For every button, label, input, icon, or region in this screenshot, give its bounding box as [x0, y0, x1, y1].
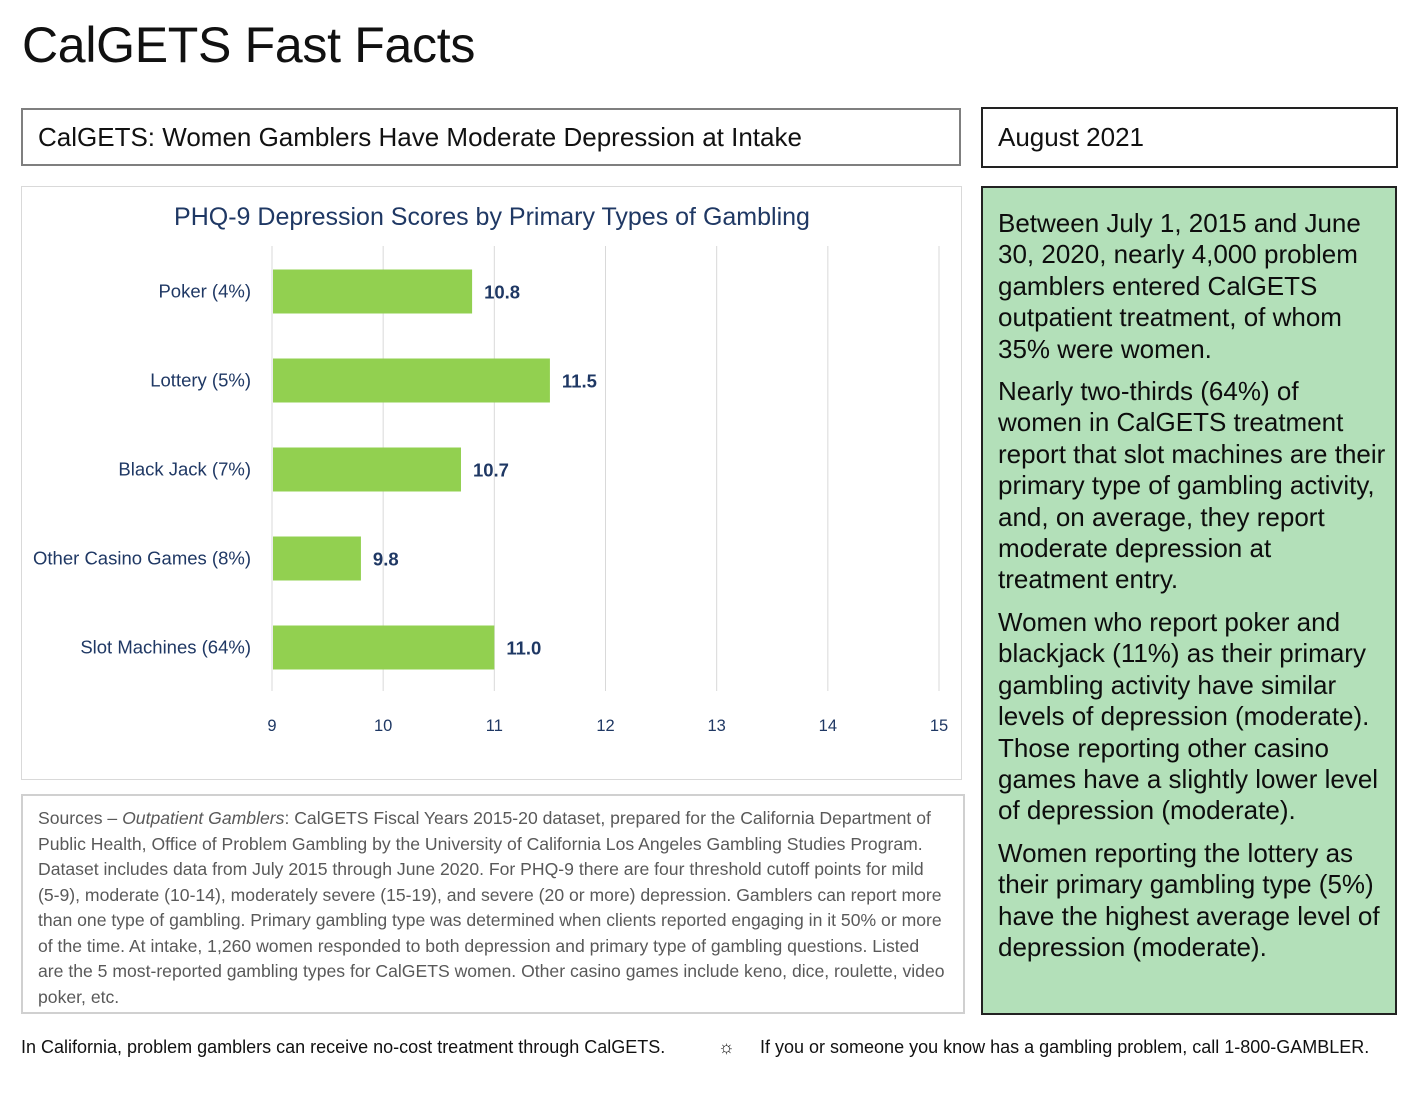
footer: In California, problem gamblers can rece…: [21, 1034, 1401, 1060]
bar: [273, 447, 461, 492]
chart-panel: PHQ-9 Depression Scores by Primary Types…: [21, 186, 962, 780]
category-label: Poker (4%): [158, 281, 251, 302]
x-tick-label: 14: [819, 717, 837, 735]
bar-chart: PHQ-9 Depression Scores by Primary Types…: [33, 203, 948, 735]
data-label: 11.5: [562, 371, 597, 392]
data-label: 10.7: [473, 460, 509, 481]
finding-paragraph: Women reporting the lottery as their pri…: [998, 837, 1380, 962]
x-tick-label: 15: [930, 717, 948, 735]
data-label: 9.8: [373, 549, 399, 570]
data-label: 10.8: [484, 282, 520, 303]
x-tick-label: 11: [486, 717, 503, 735]
data-label: 11.0: [506, 638, 541, 659]
category-label: Other Casino Games (8%): [33, 548, 251, 569]
sources-dataset-name: Outpatient Gamblers: [122, 808, 285, 828]
finding-paragraph: Between July 1, 2015 and June 30, 2020, …: [998, 208, 1361, 364]
page-title: CalGETS Fast Facts: [22, 17, 476, 73]
x-tick-label: 9: [267, 717, 276, 735]
finding-paragraph: Women who report poker and blackjack (11…: [998, 606, 1379, 826]
bar: [273, 269, 473, 314]
footer-treatment-note: In California, problem gamblers can rece…: [21, 1037, 666, 1057]
sources-note: Sources – Outpatient Gamblers: CalGETS F…: [21, 794, 965, 1014]
bar: [273, 625, 495, 670]
finding-paragraph: Nearly two-thirds (64%) of women in CalG…: [998, 376, 1386, 595]
x-tick-label: 10: [374, 717, 392, 735]
bar: [273, 536, 361, 581]
footer-helpline-note: If you or someone you know has a gamblin…: [760, 1037, 1370, 1057]
report-subtitle: CalGETS: Women Gamblers Have Moderate De…: [21, 108, 961, 166]
sources-prefix: Sources –: [38, 808, 123, 828]
key-findings-panel: Between July 1, 2015 and June 30, 2020, …: [981, 186, 1397, 1015]
category-label: Lottery (5%): [150, 370, 251, 391]
sources-text: : CalGETS Fiscal Years 2015-20 dataset, …: [38, 808, 945, 1007]
chart-title: PHQ-9 Depression Scores by Primary Types…: [174, 203, 810, 231]
report-date: August 2021: [981, 107, 1398, 168]
category-label: Black Jack (7%): [118, 459, 251, 480]
x-tick-label: 12: [596, 717, 614, 735]
bar: [273, 358, 550, 403]
x-tick-label: 13: [707, 717, 725, 735]
sun-icon: ☼: [718, 1037, 735, 1057]
category-label: Slot Machines (64%): [80, 637, 251, 658]
